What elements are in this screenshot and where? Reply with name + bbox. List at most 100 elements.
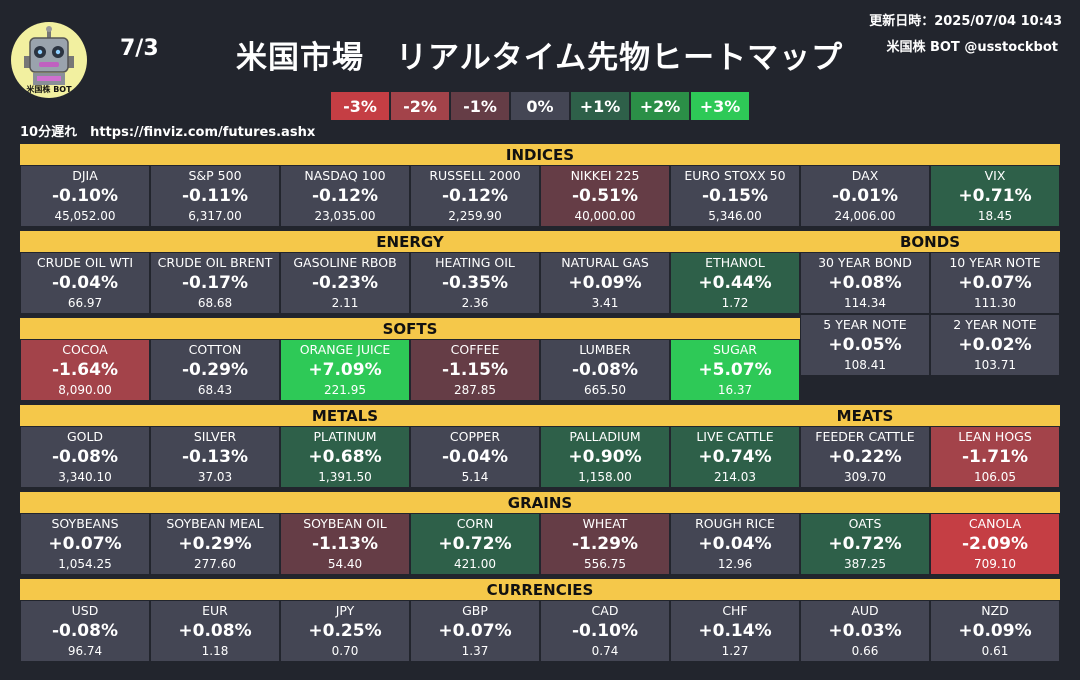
futures-tile: NZD +0.09% 0.61 [930,600,1060,662]
delay-source-note: 10分遅れ https://finviz.com/futures.ashx [20,125,316,140]
futures-tile: ROUGH RICE +0.04% 12.96 [670,513,800,575]
instrument-name: USD [71,603,99,619]
percent-change: +0.72% [828,533,902,554]
futures-tile: SUGAR +5.07% 16.37 [670,339,800,401]
instrument-name: ROUGH RICE [695,516,775,532]
price: 0.66 [851,643,879,658]
instrument-name: ETHANOL [705,255,765,271]
futures-tile: S&P 500 -0.11% 6,317.00 [150,165,280,227]
price: 287.85 [454,382,496,397]
percent-change: +0.02% [958,334,1032,355]
price: 68.43 [197,382,233,397]
futures-tile: HEATING OIL -0.35% 2.36 [410,252,540,314]
percent-change: -0.11% [181,185,249,206]
price: 66.97 [67,295,103,310]
futures-tile: NATURAL GAS +0.09% 3.41 [540,252,670,314]
price: 3.41 [591,295,619,310]
instrument-name: DAX [851,168,879,184]
price: 421.00 [454,556,496,571]
instrument-name: 30 YEAR BOND [818,255,912,271]
price: 106.05 [974,469,1016,484]
price: 5,346.00 [708,208,762,223]
futures-tile: FEEDER CATTLE +0.22% 309.70 [800,426,930,488]
robot-icon [24,26,74,85]
legend-swatch: +1% [570,91,630,121]
instrument-name: COPPER [449,429,501,445]
percent-change: +0.25% [308,620,382,641]
percent-change: -0.08% [51,620,119,641]
instrument-name: GBP [462,603,488,619]
instrument-name: COCOA [62,342,108,358]
section-title: SOFTS [20,318,800,339]
bot-avatar: 米国株 BOT [11,22,87,98]
futures-tile: CORN +0.72% 421.00 [410,513,540,575]
price: 54.40 [327,556,363,571]
futures-tile: GBP +0.07% 1.37 [410,600,540,662]
percent-change: +0.71% [958,185,1032,206]
instrument-name: SOYBEAN MEAL [166,516,264,532]
price: 214.03 [714,469,756,484]
tile-grid: GOLD -0.08% 3,340.10 SILVER -0.13% 37.03 PLATI… [20,426,670,488]
price: 1,391.50 [318,469,372,484]
instrument-name: JPY [335,603,355,619]
price: 8,090.00 [58,382,112,397]
price: 68.68 [197,295,233,310]
percent-change: -0.04% [51,272,119,293]
instrument-name: NASDAQ 100 [304,168,386,184]
percent-change: -0.17% [181,272,249,293]
percent-change: +7.09% [308,359,382,380]
futures-tile: SOYBEAN OIL -1.13% 54.40 [280,513,410,575]
futures-tile: LUMBER -0.08% 665.50 [540,339,670,401]
futures-tile: COPPER -0.04% 5.14 [410,426,540,488]
section-grains: GRAINS SOYBEANS +0.07% 1,054.25 SOYBEAN MEA… [20,492,1060,575]
section-title: ENERGY [20,231,800,252]
percent-change: -1.71% [961,446,1029,467]
percent-change: -0.29% [181,359,249,380]
instrument-name: SOYBEANS [51,516,119,532]
section-indices: INDICES DJIA -0.10% 45,052.00 S&P 500 -0.11%… [20,144,1060,227]
section-title: BONDS [800,231,1060,252]
percent-change: +0.14% [698,620,772,641]
price: 5.14 [461,469,489,484]
instrument-name: NATURAL GAS [561,255,649,271]
instrument-name: 10 YEAR NOTE [949,255,1041,271]
tile-grid: DJIA -0.10% 45,052.00 S&P 500 -0.11% 6,317.00… [20,165,1060,227]
percent-change: +0.08% [828,272,902,293]
instrument-name: LIVE CATTLE [696,429,774,445]
percent-change: +0.04% [698,533,772,554]
percent-change: -1.13% [311,533,379,554]
legend-swatch: 0% [510,91,570,121]
futures-tile: DAX -0.01% 24,006.00 [800,165,930,227]
percent-change: -0.51% [571,185,639,206]
percent-change: +0.44% [698,272,772,293]
percent-change: +0.68% [308,446,382,467]
legend-swatch: +3% [690,91,750,121]
futures-tile: GOLD -0.08% 3,340.10 [20,426,150,488]
tile-grid: CRUDE OIL WTI -0.04% 66.97 CRUDE OIL BRENT -… [20,252,800,314]
percent-change: -0.08% [571,359,639,380]
price: 1.37 [461,643,489,658]
futures-tile: AUD +0.03% 0.66 [800,600,930,662]
price: 1,054.25 [58,556,112,571]
futures-tile: SOYBEAN MEAL +0.29% 277.60 [150,513,280,575]
futures-tile: WHEAT -1.29% 556.75 [540,513,670,575]
instrument-name: LEAN HOGS [958,429,1032,445]
percent-change: +0.03% [828,620,902,641]
futures-tile: NIKKEI 225 -0.51% 40,000.00 [540,165,670,227]
instrument-name: DJIA [72,168,98,184]
percent-change: -0.04% [441,446,509,467]
futures-tile: LIVE CATTLE +0.74% 214.03 [670,426,800,488]
price: 221.95 [324,382,366,397]
price: 1.18 [201,643,229,658]
futures-tile: RUSSELL 2000 -0.12% 2,259.90 [410,165,540,227]
percent-change: +0.09% [958,620,1032,641]
section-softs: SOFTS COCOA -1.64% 8,090.00 COTTON -0.29% 68.… [20,318,800,401]
tile-grid: USD -0.08% 96.74 EUR +0.08% 1.18 JPY +0.25% 0.70… [20,600,1060,662]
percent-change: -0.12% [311,185,379,206]
section-energy: ENERGY CRUDE OIL WTI -0.04% 66.97 CRUDE OIL… [20,231,800,314]
instrument-name: WHEAT [582,516,628,532]
instrument-name: SUGAR [712,342,757,358]
price: 709.10 [974,556,1016,571]
legend-swatch: -3% [330,91,390,121]
price: 16.37 [717,382,753,397]
